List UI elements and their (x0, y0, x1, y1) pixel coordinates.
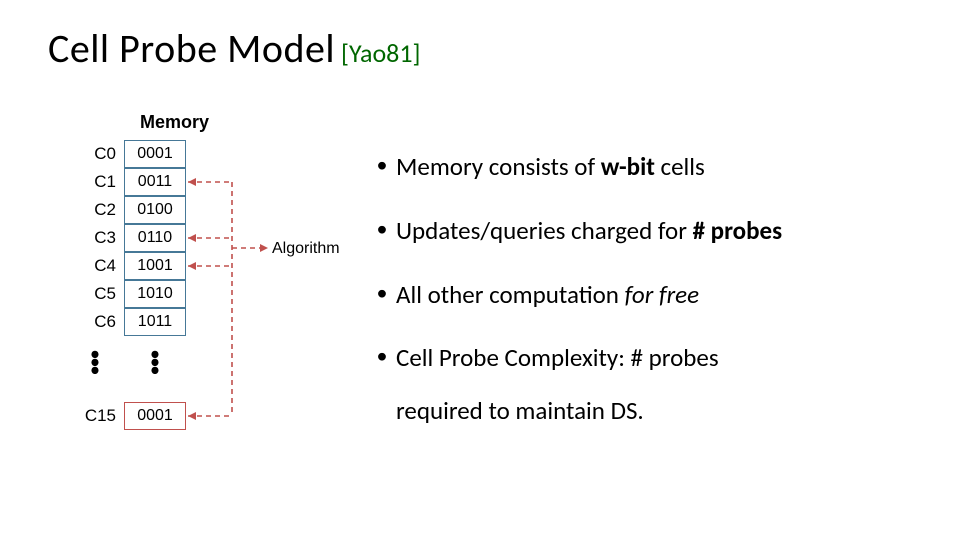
title-citation: [Yao81] (341, 37, 420, 69)
bullet-text: Updates/queries charged for # probes (396, 214, 782, 248)
bullet-dot-icon: • (368, 278, 396, 308)
bullet-continuation: required to maintain DS. (396, 395, 928, 426)
bullet-item: •Cell Probe Complexity: # probes (368, 341, 928, 375)
bullet-text: All other computation for free (396, 278, 699, 312)
bullet-item: •Memory consists of w-bit cells (368, 150, 928, 184)
bullet-text: Memory consists of w-bit cells (396, 150, 705, 184)
slide-title: Cell Probe Model [Yao81] (48, 24, 420, 73)
bullet-text: Cell Probe Complexity: # probes (396, 341, 719, 375)
algorithm-label: Algorithm (272, 240, 340, 258)
bullet-dot-icon: • (368, 214, 396, 244)
title-main: Cell Probe Model (48, 24, 335, 73)
bullet-item: •All other computation for free (368, 278, 928, 312)
bullet-item: •Updates/queries charged for # probes (368, 214, 928, 248)
bullet-dot-icon: • (368, 150, 396, 180)
bullet-dot-icon: • (368, 341, 396, 371)
probe-arrows (56, 112, 346, 512)
bullet-list: •Memory consists of w-bit cells•Updates/… (368, 150, 928, 426)
memory-diagram: Memory C00001C10011C20100C30110C41001C51… (56, 112, 346, 512)
